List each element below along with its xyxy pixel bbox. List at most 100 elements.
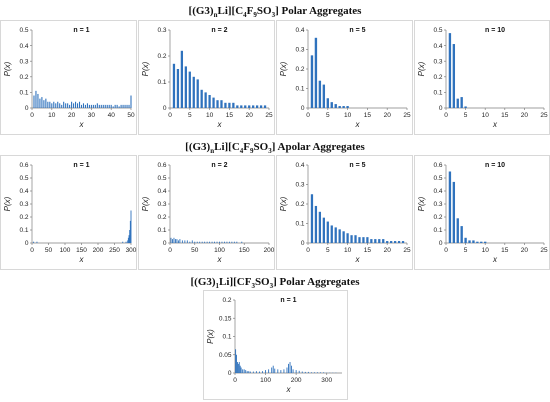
x-tick-label: 50	[127, 112, 135, 119]
x-tick-label: 200	[264, 247, 275, 254]
x-tick-label: 150	[76, 247, 87, 254]
bar	[330, 225, 333, 243]
y-tick-label: 0.05	[219, 352, 232, 359]
x-tick-label: 5	[464, 247, 468, 254]
bar	[301, 371, 303, 373]
bar	[177, 240, 179, 243]
bar	[280, 370, 282, 373]
bar	[188, 71, 191, 108]
y-tick-label: 0.5	[19, 175, 28, 182]
x-tick-label: 10	[206, 112, 214, 119]
title-part: ] Apolar Aggregates	[271, 141, 365, 153]
y-tick-label: 0.4	[433, 188, 442, 195]
bar	[184, 66, 187, 108]
bar	[126, 104, 128, 108]
bar	[370, 239, 373, 243]
bar	[61, 104, 63, 108]
bar	[452, 181, 456, 243]
bar	[71, 101, 73, 108]
bar	[346, 106, 349, 108]
bar	[114, 104, 116, 108]
bar	[259, 371, 260, 373]
bar	[255, 105, 259, 108]
y-tick-label: 0	[25, 240, 29, 247]
bar	[181, 240, 183, 243]
x-tick-label: 15	[364, 112, 372, 119]
y-tick-label: 0.2	[222, 297, 231, 304]
bar	[110, 104, 112, 108]
title-part: ] Polar Aggregates	[273, 276, 360, 288]
section-title-cf3so3: [(G3)1Li][CF3SO3] Polar Aggregates	[0, 276, 550, 290]
bar	[314, 205, 318, 243]
bar	[120, 104, 122, 108]
bar	[291, 365, 293, 373]
bar	[76, 103, 79, 108]
bar	[104, 104, 106, 108]
bar	[464, 106, 467, 108]
bar	[382, 239, 385, 243]
x-tick-label: 25	[540, 247, 548, 254]
bar	[174, 239, 176, 243]
y-axis-label: P(x)	[279, 61, 288, 76]
y-tick-label: 0.3	[157, 27, 166, 34]
bar	[236, 241, 238, 243]
bar	[78, 101, 81, 108]
bar	[334, 227, 337, 243]
bar	[468, 240, 471, 243]
y-tick-label: 0.5	[157, 175, 166, 182]
x-tick-label: 25	[265, 112, 273, 119]
x-tick-label: 150	[239, 247, 250, 254]
panel-label: n = 2	[211, 27, 227, 34]
x-tick-label: 0	[30, 247, 34, 254]
x-axis-label: x	[217, 255, 223, 264]
bar	[318, 80, 322, 108]
y-tick-label: 0.2	[157, 53, 166, 60]
x-tick-label: 5	[188, 112, 192, 119]
panel-frame	[414, 20, 550, 135]
title-part: Li][C	[214, 141, 240, 153]
panel-frame	[276, 20, 413, 135]
bar	[49, 101, 51, 108]
bar	[127, 237, 129, 243]
bar	[172, 239, 173, 243]
bar	[314, 37, 318, 108]
x-tick-label: 50	[191, 247, 199, 254]
bar	[464, 237, 467, 243]
x-tick-label: 0	[306, 112, 310, 119]
y-tick-label: 0.1	[157, 79, 166, 86]
bar	[96, 103, 98, 108]
bar	[283, 369, 285, 373]
bar	[191, 240, 193, 243]
bar	[480, 241, 483, 243]
title-part: SO	[256, 5, 272, 17]
bar	[196, 79, 199, 108]
bar	[122, 104, 124, 108]
bar	[196, 241, 198, 243]
bar	[244, 105, 247, 108]
bar	[248, 105, 251, 108]
bar	[176, 239, 178, 243]
bar	[116, 104, 118, 108]
bar	[274, 368, 276, 373]
x-axis-label: x	[355, 255, 361, 264]
y-tick-label: 0.6	[157, 162, 166, 169]
bar	[130, 210, 132, 243]
title-sub: 3	[271, 11, 276, 20]
bar	[33, 95, 35, 108]
title-sub: 3	[251, 282, 255, 291]
bar	[224, 102, 227, 108]
x-axis-label: x	[79, 255, 85, 264]
bar	[221, 241, 223, 243]
panel-label: n = 2	[211, 162, 227, 169]
x-tick-label: 30	[88, 112, 96, 119]
panel-label: n = 5	[349, 162, 365, 169]
bar	[354, 235, 357, 243]
bar	[214, 241, 215, 243]
x-axis-label: x	[79, 120, 85, 129]
panel-frame	[0, 20, 137, 135]
bar	[243, 369, 245, 373]
bar	[286, 367, 288, 373]
bar	[41, 97, 43, 108]
bar	[456, 218, 459, 243]
